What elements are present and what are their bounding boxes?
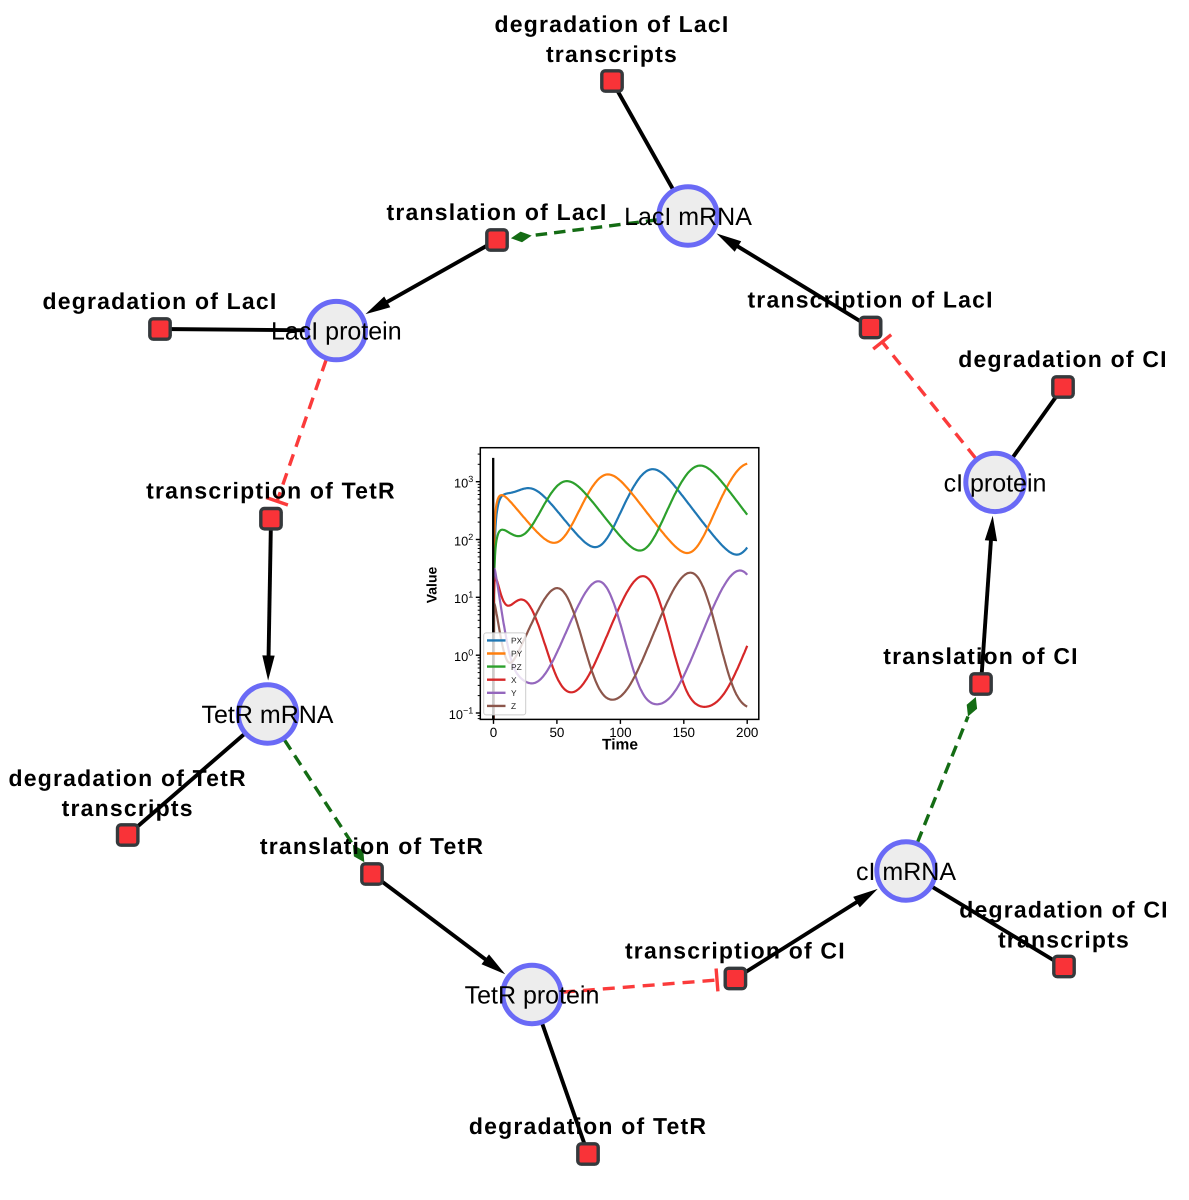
svg-text:200: 200 (736, 725, 758, 740)
svg-text:transcription of CI: transcription of CI (625, 938, 846, 964)
svg-text:degradation of TetR: degradation of TetR (9, 765, 247, 791)
svg-text:PZ: PZ (511, 662, 522, 672)
svg-text:TetR mRNA: TetR mRNA (202, 701, 334, 729)
svg-text:Z: Z (511, 701, 516, 711)
svg-text:50: 50 (549, 725, 564, 740)
svg-text:degradation of CI: degradation of CI (959, 897, 1169, 923)
svg-text:PX: PX (511, 636, 523, 646)
svg-text:LacI mRNA: LacI mRNA (624, 203, 752, 231)
svg-text:Value: Value (424, 567, 440, 604)
svg-text:100: 100 (609, 725, 631, 740)
svg-text:transcripts: transcripts (998, 927, 1130, 953)
svg-text:X: X (511, 675, 517, 685)
svg-text:TetR protein: TetR protein (465, 982, 600, 1010)
svg-text:transcription of LacI: transcription of LacI (747, 287, 993, 313)
svg-text:degradation of LacI: degradation of LacI (495, 11, 730, 37)
svg-text:degradation of TetR: degradation of TetR (469, 1113, 707, 1139)
svg-text:PY: PY (511, 649, 523, 659)
svg-text:LacI protein: LacI protein (271, 318, 402, 346)
svg-text:0: 0 (490, 725, 497, 740)
svg-text:translation of TetR: translation of TetR (260, 833, 484, 859)
svg-text:cI mRNA: cI mRNA (856, 858, 956, 886)
svg-text:150: 150 (673, 725, 695, 740)
svg-text:translation of CI: translation of CI (883, 643, 1078, 669)
svg-text:transcription of TetR: transcription of TetR (146, 478, 396, 504)
svg-text:degradation of CI: degradation of CI (958, 346, 1168, 372)
svg-text:degradation of LacI: degradation of LacI (43, 288, 278, 314)
svg-text:cI protein: cI protein (944, 469, 1047, 497)
svg-text:transcripts: transcripts (62, 795, 194, 821)
svg-text:transcripts: transcripts (546, 41, 678, 67)
svg-text:Time: Time (602, 737, 638, 754)
svg-text:Y: Y (511, 688, 517, 698)
svg-text:translation of LacI: translation of LacI (387, 199, 608, 225)
